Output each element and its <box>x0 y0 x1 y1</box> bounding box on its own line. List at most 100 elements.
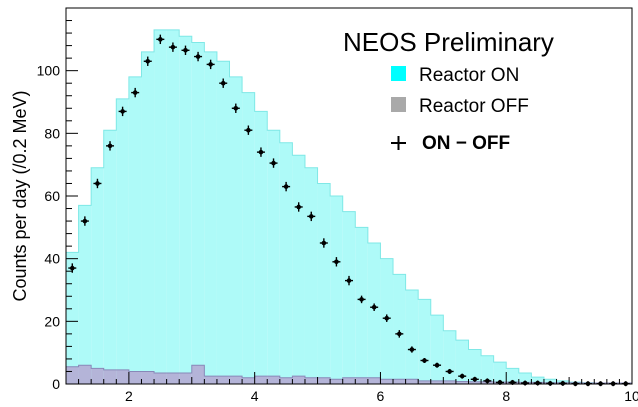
on-minus-off-point <box>345 275 353 286</box>
reactor-off-bar <box>455 381 469 384</box>
y-tick-label: 40 <box>44 251 60 267</box>
y-axis: 0 20 40 60 80 100 <box>37 20 78 392</box>
reactor-off-bar <box>128 371 142 384</box>
on-minus-off-point <box>106 141 115 151</box>
legend-marker-on-minus-off <box>391 136 406 150</box>
reactor-on-bar <box>191 42 205 384</box>
on-minus-off-point <box>458 373 467 379</box>
reactor-on-bar <box>292 155 305 384</box>
on-minus-off-point <box>319 238 328 248</box>
legend-title: NEOS Preliminary <box>343 27 554 57</box>
reactor-off-bar <box>166 373 180 384</box>
legend-swatch-reactor-off <box>391 97 406 112</box>
reactor-off-bar <box>468 381 482 384</box>
on-minus-off-point <box>231 103 240 113</box>
on-minus-off-points <box>68 34 630 387</box>
reactor-on-bar <box>531 377 544 384</box>
reactor-on-bar <box>242 92 255 384</box>
reactor-off-bar <box>204 376 217 384</box>
on-minus-off-point <box>156 34 165 45</box>
on-minus-off-point <box>118 106 127 117</box>
reactor-off-bar <box>242 377 255 384</box>
on-minus-off-point <box>420 357 429 364</box>
reactor-on-bar <box>317 183 331 384</box>
on-minus-off-point <box>80 216 89 226</box>
reactor-off-bar <box>355 377 368 384</box>
reactor-on-bar <box>506 368 519 384</box>
reactor-on-bar <box>355 227 368 384</box>
reactor-off-bar <box>66 366 79 384</box>
on-minus-off-point <box>206 59 215 70</box>
on-minus-off-point <box>93 178 102 189</box>
reactor-on-bar <box>204 51 217 384</box>
on-minus-off-point <box>357 295 366 304</box>
reactor-on-bar <box>493 362 507 384</box>
reactor-on-bar <box>418 299 431 384</box>
reactor-off-bar <box>141 371 155 384</box>
reactor-on-bar <box>518 373 532 384</box>
on-minus-off-point <box>181 45 190 55</box>
on-minus-off-point <box>407 346 416 353</box>
legend-label-reactor-on: Reactor ON <box>419 65 519 86</box>
reactor-off-bar <box>179 373 192 384</box>
on-minus-off-point <box>332 257 341 267</box>
on-minus-off-point <box>244 125 253 135</box>
x-tick-label: 8 <box>502 388 510 404</box>
on-minus-off-point <box>558 380 567 386</box>
reactor-off-bar <box>78 365 92 384</box>
y-tick-label: 0 <box>52 376 60 392</box>
reactor-off-bar <box>216 376 230 384</box>
x-tick-label: 6 <box>377 388 385 404</box>
reactor-off-bar <box>267 376 280 384</box>
reactor-off-bar <box>254 376 268 384</box>
reactor-off-bar <box>430 380 444 384</box>
on-minus-off-point <box>168 42 177 52</box>
y-tick-label: 100 <box>37 63 61 79</box>
reactor-off-bar <box>91 368 104 384</box>
on-minus-off-point <box>395 330 404 338</box>
on-minus-off-point <box>68 263 77 273</box>
reactor-off-bar <box>292 376 305 384</box>
reactor-on-bar <box>393 274 406 384</box>
reactor-on-bar <box>254 111 268 385</box>
reactor-on-bar <box>216 61 230 385</box>
on-minus-off-point <box>382 314 391 322</box>
reactor-off-bar <box>418 380 431 384</box>
reactor-on-bar <box>91 167 104 384</box>
reactor-on-bar <box>166 29 180 385</box>
reactor-on-bar <box>78 205 92 384</box>
on-minus-off-point <box>433 362 442 368</box>
on-minus-off-point <box>219 78 228 88</box>
reactor-off-bar <box>317 377 331 384</box>
reactor-on-bar <box>66 252 79 384</box>
reactor-off-bar <box>393 379 406 384</box>
on-minus-off-point <box>294 202 303 212</box>
reactor-on-bar <box>481 355 494 384</box>
legend-label-reactor-off: Reactor OFF <box>419 96 529 117</box>
reactor-on-bar <box>430 315 444 384</box>
reactor-off-bar <box>342 377 356 384</box>
reactor-on-bar <box>443 330 456 384</box>
reactor-on-bar <box>342 211 356 384</box>
legend: NEOS Preliminary Reactor ON Reactor OFF … <box>343 27 554 154</box>
reactor-off-bar <box>103 369 117 384</box>
on-minus-off-point <box>131 87 140 98</box>
x-tick-label: 4 <box>251 388 259 404</box>
reactor-off-bar <box>367 377 381 384</box>
reactor-off-bar <box>229 376 243 384</box>
reactor-on-bar <box>468 349 482 384</box>
reactor-off-bar <box>405 379 419 384</box>
reactor-on-bar <box>330 196 343 384</box>
reactor-on-bar <box>304 167 318 384</box>
x-tick-label: 2 <box>125 388 133 404</box>
on-minus-off-point <box>269 158 278 168</box>
reactor-on-bar <box>154 29 167 385</box>
on-minus-off-point <box>546 380 555 386</box>
reactor-on-bar <box>405 290 419 384</box>
reactor-off-bar <box>330 379 343 384</box>
reactor-on-bar <box>367 243 381 384</box>
reactor-on-bar <box>141 51 155 384</box>
reactor-on-bar <box>455 340 469 384</box>
reactor-on-bar <box>103 130 117 384</box>
reactor-off-bar <box>191 365 205 384</box>
